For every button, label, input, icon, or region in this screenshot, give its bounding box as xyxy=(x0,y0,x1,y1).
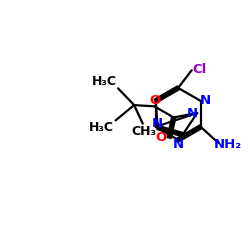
Text: H₃C: H₃C xyxy=(92,75,117,88)
Text: NH₂: NH₂ xyxy=(214,138,242,151)
Text: Cl: Cl xyxy=(192,63,206,76)
Text: N: N xyxy=(152,116,163,130)
Text: O: O xyxy=(156,131,167,144)
Text: O: O xyxy=(149,94,160,107)
Text: N: N xyxy=(187,107,198,120)
Text: N: N xyxy=(173,138,184,151)
Text: N: N xyxy=(200,94,211,107)
Text: H₃C: H₃C xyxy=(89,121,114,134)
Text: CH₃: CH₃ xyxy=(132,125,156,138)
